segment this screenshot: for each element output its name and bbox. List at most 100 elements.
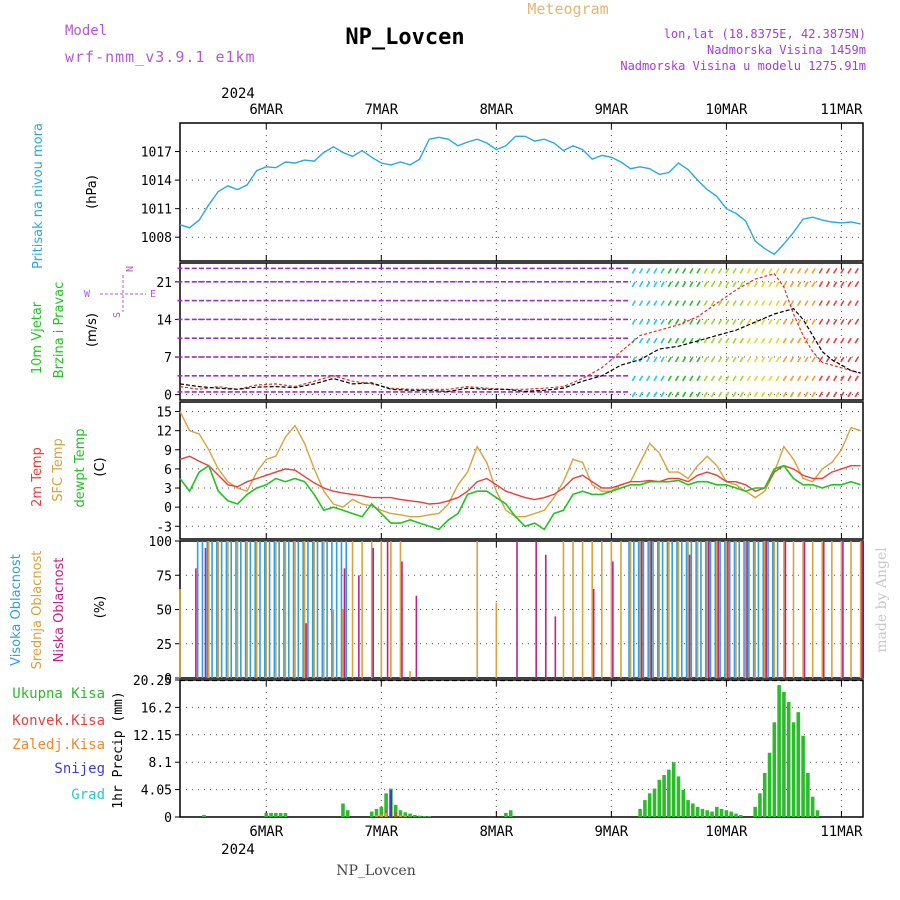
wind-barb: [681, 281, 687, 288]
precip-total-bar: [408, 813, 412, 817]
wind-barb: [789, 391, 795, 398]
wind-barb: [847, 391, 852, 398]
wind-barb: [638, 300, 644, 307]
wind-barb: [674, 281, 680, 288]
wind-barb: [667, 319, 672, 325]
y-tick-label: 15: [156, 406, 172, 421]
wind-barb: [811, 267, 816, 274]
wind-rose-south: S: [112, 312, 123, 318]
wind-barb: [840, 375, 845, 382]
bottom-day-label: 8MAR: [479, 824, 513, 840]
wind-barb: [847, 281, 852, 288]
y-tick-label: 1008: [141, 231, 172, 246]
wind-barb: [811, 300, 816, 307]
wind-barb: [818, 356, 823, 363]
precip-total-bar: [202, 814, 206, 817]
wind-barb: [775, 391, 780, 398]
wind-barb: [847, 375, 852, 382]
wind-barb: [696, 319, 701, 325]
wind-barb: [638, 319, 644, 325]
wind-barb: [804, 391, 809, 398]
precip-total-bar: [676, 776, 681, 817]
pressure-unit: (hPa): [85, 175, 100, 209]
wind-barb: [696, 391, 701, 398]
precip-total-bar: [691, 803, 695, 817]
precip-total-bar: [700, 808, 705, 817]
wind-barb: [660, 391, 665, 398]
precip-total-bar: [403, 812, 408, 817]
bottom-day-label: 11MAR: [820, 824, 863, 840]
wind-barb: [768, 356, 773, 363]
wind-gust-line: [179, 273, 861, 390]
precip-legend-hail: Grad: [71, 787, 105, 803]
bottom-day-label: 9MAR: [595, 824, 629, 840]
wind-barb: [667, 300, 672, 307]
wind-barb: [825, 391, 831, 398]
bottom-day-label: 6MAR: [249, 824, 283, 840]
wind-barb: [811, 281, 816, 288]
wind-barb: [689, 319, 694, 325]
wind-rose-north: N: [123, 266, 134, 272]
wind-barb: [811, 319, 816, 325]
y-tick-label: 0: [164, 811, 172, 826]
wind-barb: [703, 300, 708, 307]
wind-barb: [746, 319, 752, 325]
wind-barb: [660, 337, 665, 344]
precip-total-bar: [753, 806, 757, 817]
precip-total-bar: [504, 812, 508, 817]
wind-barb: [782, 300, 787, 307]
y-tick-label: 7: [164, 351, 172, 366]
wind-title-line1: 10m Vjetar: [30, 301, 45, 374]
wind-barb: [696, 281, 701, 288]
temperature-panel: 2m Temp SFC Temp dewpt Temp (C) -3 0 3 6 9 12…: [30, 401, 864, 540]
wind-barb: [782, 375, 787, 382]
wind-barb: [681, 337, 687, 344]
wind-barb: [631, 391, 637, 398]
wind-barb: [717, 391, 723, 398]
wind-barb: [818, 300, 823, 307]
wind-barb: [638, 281, 644, 288]
wind-barb: [840, 319, 845, 325]
precip-total-bar: [398, 810, 403, 817]
wind-barb: [804, 375, 809, 382]
pressure-frame: [179, 122, 864, 262]
wind-barb: [732, 337, 737, 344]
wind-barb: [660, 319, 665, 325]
dewpoint-line: [179, 464, 861, 531]
wind-barb: [789, 337, 795, 344]
wind-barb: [825, 281, 831, 288]
y-tick-label: 21: [156, 276, 172, 291]
wind-barb: [681, 300, 687, 307]
wind-barb: [768, 319, 773, 325]
wind-barb: [768, 267, 773, 274]
wind-barb: [732, 356, 737, 363]
y-tick-label: 12.15: [133, 729, 172, 744]
wind-barb: [739, 300, 744, 307]
wind-barb: [832, 337, 838, 344]
temp-2m-label: 2m Temp: [30, 447, 45, 507]
y-tick-label: 25: [156, 638, 172, 653]
wind-barb: [689, 391, 694, 398]
y-tick-label: 1017: [141, 146, 172, 161]
y-tick-label: 0: [164, 501, 172, 516]
pressure-panel: Pritisak na nivou mora (hPa) 1008 1011 101…: [31, 122, 864, 269]
wind-barb: [746, 281, 752, 288]
precip-total-bar: [719, 808, 724, 817]
wind-barb: [753, 356, 759, 363]
y-tick-label: 16.2: [141, 701, 172, 716]
y-tick-label: 0: [164, 389, 172, 404]
wind-barb: [832, 319, 838, 325]
bottom-day-label: 7MAR: [364, 824, 398, 840]
wind-barb: [847, 356, 852, 363]
wind-barb: [854, 281, 859, 288]
precip-total-bar: [638, 808, 642, 817]
snow-bar: [389, 789, 392, 817]
precip-total-bar: [767, 752, 772, 817]
wind-barb: [782, 337, 787, 344]
wind-barb: [689, 300, 694, 307]
wind-barb: [825, 319, 831, 325]
wind-barb: [739, 356, 744, 363]
wind-barb: [782, 281, 787, 288]
wind-barb: [775, 375, 780, 382]
top-year-label: 2024: [221, 86, 255, 102]
